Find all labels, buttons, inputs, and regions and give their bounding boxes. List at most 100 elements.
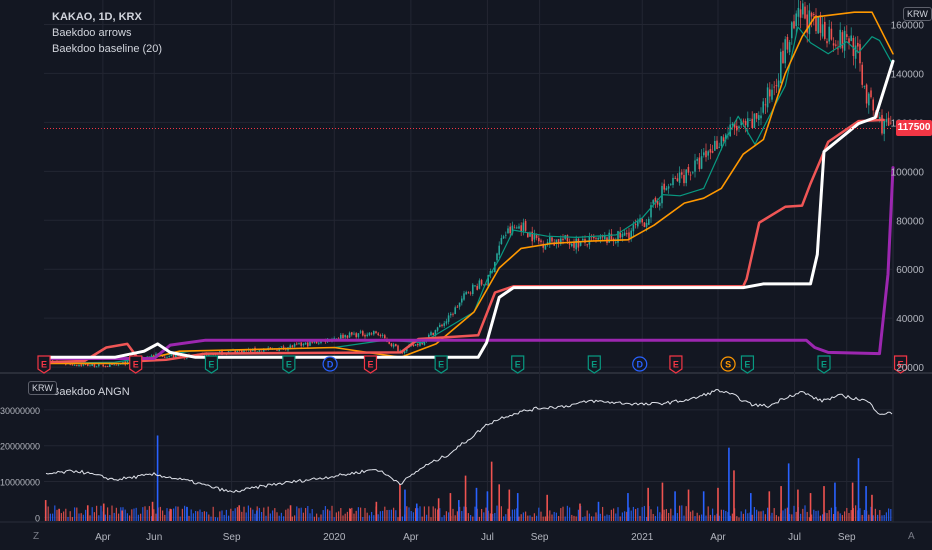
volume-spike-bar [674, 491, 676, 521]
volume-bar [712, 508, 714, 521]
event-marker-dividend[interactable]: D [322, 356, 338, 372]
candle-body [777, 80, 780, 88]
candle-body [102, 364, 104, 367]
candle-body [276, 349, 278, 351]
candle-body [617, 231, 619, 243]
candle-body [307, 342, 309, 347]
candle-body [762, 101, 764, 113]
volume-bar [628, 507, 630, 521]
candle-body [311, 341, 313, 343]
candle-body [89, 365, 91, 367]
candle-body [456, 306, 459, 308]
volume-bar [52, 513, 54, 521]
event-shield-icon [37, 355, 51, 374]
event-marker-earnings[interactable]: E [669, 355, 683, 374]
event-marker-green[interactable]: E [817, 355, 831, 374]
volume-bar [533, 513, 535, 521]
volume-bar [135, 507, 137, 521]
volume-bar [309, 513, 311, 521]
event-marker-green[interactable]: E [587, 355, 601, 374]
volume-bar [573, 515, 575, 521]
volume-bar [833, 514, 835, 521]
volume-bar [690, 511, 692, 521]
volume-bar [555, 512, 557, 521]
candle-body [780, 51, 782, 84]
volume-bar [384, 506, 386, 521]
indicator-angn-label[interactable]: Baekdoo ANGN [52, 386, 130, 398]
volume-bar [195, 510, 197, 521]
volume-spike-bar [834, 482, 836, 521]
volume-bar [483, 512, 485, 521]
symbol-title[interactable]: KAKAO, 1D, KRX [52, 11, 142, 23]
candle-body [826, 41, 828, 44]
volume-bar [485, 507, 487, 521]
candle-body [472, 284, 474, 295]
candle-body [351, 332, 353, 335]
volume-bar [192, 513, 194, 521]
indicator-baseline-label[interactable]: Baekdoo baseline (20) [52, 43, 163, 55]
baseline-line-orange [43, 11, 894, 365]
candle-body [769, 89, 771, 97]
auto-scale-button[interactable]: A [908, 531, 915, 542]
event-marker-green[interactable]: E [740, 355, 755, 374]
candle-body [304, 342, 307, 345]
candle-body [392, 344, 395, 347]
event-marker-green[interactable]: E [282, 355, 296, 374]
volume-bar [518, 516, 520, 521]
volume-bar [872, 515, 874, 521]
candle-body [749, 119, 751, 121]
candle-body [161, 355, 164, 357]
candle-body [725, 134, 727, 140]
volume-bar [201, 511, 203, 521]
volume-bar [219, 511, 221, 521]
event-marker-green[interactable]: E [511, 355, 525, 374]
volume-spike-bar [415, 503, 418, 521]
candle-body [430, 332, 432, 336]
volume-bar [85, 509, 87, 521]
volume-bar [342, 515, 344, 521]
candle-body [500, 238, 503, 245]
volume-bar [426, 514, 428, 521]
last-price-tag: 117500 [896, 120, 932, 137]
volume-bar [377, 514, 379, 521]
indicator-arrows-label[interactable]: Baekdoo arrows [52, 27, 132, 39]
event-marker-green[interactable]: E [434, 355, 448, 374]
event-marker-earnings[interactable]: E [363, 355, 378, 374]
event-circle-icon [322, 356, 338, 372]
candle-body [571, 243, 573, 247]
volume-spike-bar [458, 500, 460, 521]
candle-body [476, 286, 478, 290]
volume-bar [822, 514, 824, 521]
candle-body [432, 332, 434, 336]
volume-bar [439, 508, 441, 521]
volume-bar [401, 516, 403, 521]
angn-line [45, 389, 893, 493]
event-marker-earnings[interactable]: E [129, 355, 143, 374]
volume-bar [762, 510, 764, 521]
volume-bar [93, 512, 95, 521]
candle-body [645, 222, 648, 227]
candle-body [753, 113, 756, 128]
volume-bar [115, 507, 117, 521]
candle-body [784, 39, 786, 64]
candle-body [551, 237, 553, 242]
event-marker-dividend[interactable]: D [632, 356, 648, 372]
event-shield-icon [129, 355, 143, 374]
event-marker-split[interactable]: S [720, 356, 736, 372]
volume-bar [756, 509, 758, 521]
volume-bar [415, 508, 417, 521]
candle-body [381, 335, 384, 336]
volume-spike-bar [728, 447, 730, 521]
price-tick-label: 140000 [891, 69, 925, 80]
event-marker-earnings[interactable]: E [893, 355, 908, 374]
event-marker-earnings[interactable]: E [37, 355, 51, 374]
candle-body [175, 354, 177, 358]
timezone-button[interactable]: Z [33, 531, 40, 542]
event-marker-green[interactable]: E [204, 355, 219, 374]
candle-body [604, 235, 606, 240]
candle-body [815, 15, 817, 32]
volume-bar [91, 507, 93, 521]
candle-body [375, 331, 377, 334]
